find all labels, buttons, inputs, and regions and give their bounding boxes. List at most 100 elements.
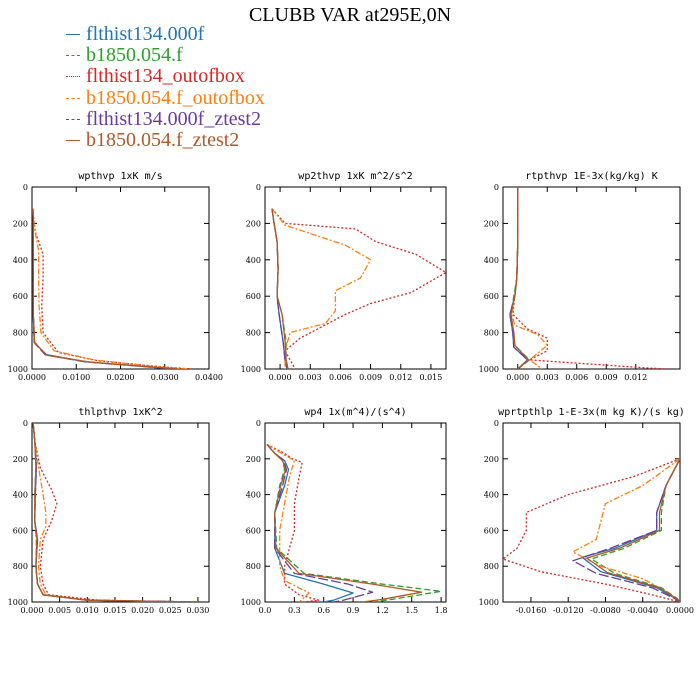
x-tick-label: 1.2 xyxy=(376,606,389,615)
x-tick-label: -0.0040 xyxy=(627,606,658,615)
series-line-6 xyxy=(510,187,530,369)
legend: flthist134.000f b1850.054.f flthist134_o… xyxy=(66,24,265,151)
y-tick-label: 200 xyxy=(246,219,261,228)
x-tick-label: 0.020 xyxy=(131,606,154,615)
y-tick-label: 400 xyxy=(484,491,499,500)
x-tick-label: 0.009 xyxy=(359,373,382,382)
legend-swatch-icon xyxy=(66,76,80,78)
x-tick-label: 0.003 xyxy=(299,373,322,382)
y-tick-label: 0 xyxy=(256,419,261,428)
panel-title: thlpthvp 1xK^2 xyxy=(78,407,162,418)
legend-label: flthist134.000f_ztest2 xyxy=(86,107,261,130)
y-tick-label: 600 xyxy=(13,292,28,301)
y-tick-label: 0 xyxy=(256,183,261,192)
series-line-2 xyxy=(32,423,198,602)
x-tick-label: 0.6 xyxy=(317,606,330,615)
series-line-2 xyxy=(266,444,442,602)
legend-swatch-icon xyxy=(66,118,80,120)
plot-frame xyxy=(264,422,447,603)
series-line-6 xyxy=(32,423,198,602)
chart-panel-2: wp2thvp 1xK m^2/s^2 0 200 400 600 800 1000 0.00… xyxy=(241,171,447,382)
legend-label: flthist134.000f xyxy=(86,23,205,46)
x-tick-label: 0.9 xyxy=(347,606,360,615)
series-line-3 xyxy=(32,423,198,602)
y-tick-label: 200 xyxy=(484,219,499,228)
x-tick-label: 0.030 xyxy=(186,606,209,615)
series-line-4 xyxy=(572,458,680,602)
legend-label: flthist134_outofbox xyxy=(86,65,245,88)
x-tick-label: 1.8 xyxy=(435,606,448,615)
series-line-1 xyxy=(32,423,198,602)
plot-frame xyxy=(264,186,447,370)
y-tick-label: 800 xyxy=(246,329,261,338)
y-tick-label: 800 xyxy=(484,329,499,338)
panel-title: wp2thvp 1xK m^2/s^2 xyxy=(298,171,412,182)
series-line-1 xyxy=(32,208,174,369)
series-line-5 xyxy=(32,423,198,602)
y-tick-label: 400 xyxy=(13,256,28,265)
x-tick-label: 0.006 xyxy=(329,373,352,382)
series-line-4 xyxy=(32,208,187,369)
panel-title: wp4 1x(m^4)/(s^4) xyxy=(304,407,406,418)
x-tick-label: 0.009 xyxy=(595,373,618,382)
x-tick-label: 0.0300 xyxy=(151,373,179,382)
plot-frame xyxy=(31,422,210,603)
legend-swatch-icon xyxy=(66,140,80,142)
y-tick-label: 200 xyxy=(13,219,28,228)
x-tick-label: 0.015 xyxy=(104,606,127,615)
x-tick-label: 0.006 xyxy=(565,373,588,382)
y-tick-label: 600 xyxy=(13,526,28,535)
x-tick-label: 1.5 xyxy=(405,606,418,615)
legend-swatch-icon xyxy=(66,34,80,36)
y-tick-label: 1000 xyxy=(241,365,261,374)
legend-item-2: b1850.054.f xyxy=(66,45,265,66)
y-tick-label: 800 xyxy=(13,329,28,338)
series-line-3 xyxy=(503,458,680,602)
y-tick-label: 600 xyxy=(246,292,261,301)
x-tick-label: 0.0000 xyxy=(18,373,46,382)
series-line-4 xyxy=(266,443,310,602)
x-tick-label: 0.010 xyxy=(76,606,99,615)
x-tick-label: 0.0400 xyxy=(195,373,223,382)
series-line-5 xyxy=(572,458,680,602)
legend-label: b1850.054.f_outofbox xyxy=(86,86,265,109)
x-tick-label: -0.0160 xyxy=(516,606,547,615)
series-line-4 xyxy=(271,208,372,369)
chart-panel-3: rtpthvp 1E-3x(kg/kg) K 0 200 400 600 800 1000 0… xyxy=(479,171,681,382)
panel-title: wprtpthlp 1-E-3x(m kg K)/(s kg) xyxy=(498,407,685,418)
y-tick-label: 0 xyxy=(494,419,499,428)
series-line-1 xyxy=(581,458,680,602)
y-tick-label: 600 xyxy=(246,526,261,535)
x-tick-label: 0.0 xyxy=(259,606,272,615)
y-tick-label: 600 xyxy=(484,526,499,535)
y-tick-label: 1000 xyxy=(8,365,28,374)
series-line-6 xyxy=(32,208,179,369)
y-tick-label: 800 xyxy=(246,562,261,571)
x-tick-label: 0.012 xyxy=(389,373,412,382)
legend-swatch-icon xyxy=(66,55,80,57)
x-tick-label: 0.0000 xyxy=(666,606,694,615)
x-tick-label: 0.0100 xyxy=(62,373,90,382)
x-tick-label: 0.000 xyxy=(506,373,529,382)
chart-panel-6: wprtpthlp 1-E-3x(m kg K)/(s kg)0 200 400 60… xyxy=(479,407,694,615)
series-line-6 xyxy=(586,458,680,602)
series-line-4 xyxy=(32,423,198,602)
legend-label: b1850.054.f xyxy=(86,44,183,67)
x-tick-label: 0.000 xyxy=(21,606,44,615)
y-tick-label: 200 xyxy=(246,455,261,464)
y-tick-label: 400 xyxy=(246,491,261,500)
series-line-5 xyxy=(32,208,174,369)
plot-frame xyxy=(31,186,210,370)
y-tick-label: 800 xyxy=(13,562,28,571)
panel-title: wpthvp 1xK m/s xyxy=(78,171,162,182)
legend-item-5: flthist134.000f_ztest2 xyxy=(66,107,265,130)
y-tick-label: 1000 xyxy=(8,598,28,607)
y-tick-label: 0 xyxy=(23,183,28,192)
y-tick-label: 0 xyxy=(23,419,28,428)
y-tick-label: 400 xyxy=(13,491,28,500)
legend-item-6: b1850.054.f_ztest2 xyxy=(66,130,265,151)
